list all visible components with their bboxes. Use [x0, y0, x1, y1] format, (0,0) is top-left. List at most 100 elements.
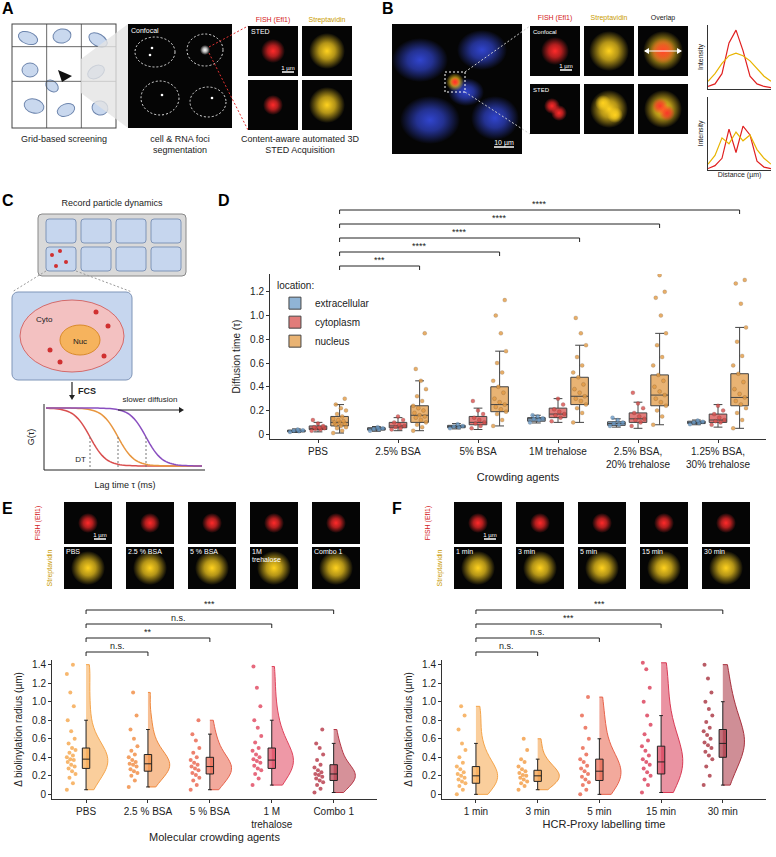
svg-text:n.s.: n.s. [499, 641, 514, 651]
svg-text:0.6: 0.6 [32, 733, 46, 744]
svg-text:1.4: 1.4 [422, 659, 436, 670]
svg-text:0.2: 0.2 [422, 770, 436, 781]
svg-text:n.s.: n.s. [110, 641, 125, 651]
svg-text:0: 0 [258, 429, 264, 440]
svg-text:**: ** [144, 627, 152, 637]
svg-text:STED: STED [533, 87, 550, 93]
svg-text:1.25% BSA,30% trehalose: 1.25% BSA,30% trehalose [686, 446, 750, 470]
svg-text:0: 0 [40, 789, 46, 800]
svg-text:n.s.: n.s. [530, 627, 545, 637]
svg-text:***: *** [204, 599, 215, 609]
svg-text:1 min: 1 min [464, 806, 488, 817]
svg-text:FISH (Efl1): FISH (Efl1) [256, 16, 291, 24]
svg-text:1.2: 1.2 [32, 678, 46, 689]
svg-text:E: E [2, 500, 13, 517]
svg-text:****: **** [452, 227, 467, 237]
svg-text:STED Acquisition: STED Acquisition [265, 145, 335, 155]
svg-text:Content-aware automated 3D: Content-aware automated 3D [241, 134, 360, 144]
svg-text:C: C [2, 192, 14, 209]
svg-text:Molecular crowding agents: Molecular crowding agents [149, 831, 280, 843]
svg-text:Distance (µm): Distance (µm) [718, 171, 762, 179]
svg-text:PBS: PBS [308, 446, 328, 457]
svg-text:1 µm: 1 µm [93, 532, 106, 538]
svg-text:FISH (Efl1): FISH (Efl1) [538, 14, 573, 22]
svg-text:trehalose: trehalose [252, 556, 281, 563]
svg-text:STED: STED [251, 28, 270, 35]
svg-text:PBS: PBS [66, 548, 80, 555]
svg-text:****: **** [532, 199, 547, 209]
svg-text:1M trehalose: 1M trehalose [529, 446, 587, 457]
svg-text:****: **** [412, 241, 427, 251]
svg-text:cell & RNA foci: cell & RNA foci [150, 134, 210, 144]
svg-text:FCS: FCS [78, 386, 96, 396]
svg-text:3 min: 3 min [518, 548, 535, 555]
svg-text:5 % BSA: 5 % BSA [190, 548, 218, 555]
svg-text:D: D [218, 192, 230, 209]
svg-text:1 µm: 1 µm [281, 65, 294, 71]
svg-text:0.8: 0.8 [422, 715, 436, 726]
svg-text:1.4: 1.4 [32, 659, 46, 670]
svg-text:A: A [2, 0, 14, 17]
svg-text:location:: location: [277, 280, 314, 291]
svg-text:0.6: 0.6 [250, 358, 264, 369]
svg-text:Confocal: Confocal [533, 29, 557, 35]
svg-text:1.0: 1.0 [32, 696, 46, 707]
svg-text:3 min: 3 min [525, 806, 549, 817]
svg-text:5 min: 5 min [580, 548, 597, 555]
svg-text:1 Mtrehalose: 1 Mtrehalose [251, 806, 293, 830]
svg-text:n.s.: n.s. [171, 613, 186, 623]
svg-text:G(τ): G(τ) [26, 429, 36, 446]
svg-text:1.2: 1.2 [250, 286, 264, 297]
svg-text:Δ biolinylation radius (µm): Δ biolinylation radius (µm) [13, 672, 24, 787]
svg-text:Intensity: Intensity [697, 43, 705, 70]
svg-text:0.2: 0.2 [250, 405, 264, 416]
svg-text:Intensity: Intensity [697, 120, 705, 147]
svg-text:1 min: 1 min [456, 548, 473, 555]
svg-text:HCR-Proxy labelling time: HCR-Proxy labelling time [543, 818, 666, 830]
svg-text:5 % BSA: 5 % BSA [190, 806, 230, 817]
svg-text:15 min: 15 min [646, 806, 676, 817]
svg-text:Confocal: Confocal [131, 27, 159, 34]
svg-text:slower diffusion: slower diffusion [123, 395, 178, 404]
svg-text:FISH (Efl1): FISH (Efl1) [424, 506, 432, 541]
svg-text:Streptavidin: Streptavidin [436, 549, 444, 586]
svg-text:1.2: 1.2 [422, 678, 436, 689]
svg-text:0.4: 0.4 [250, 381, 264, 392]
svg-text:Combo 1: Combo 1 [313, 806, 354, 817]
svg-text:Diffusion time (τ): Diffusion time (τ) [231, 320, 242, 394]
svg-text:***: *** [374, 255, 385, 265]
svg-text:B: B [382, 0, 394, 17]
svg-text:2.5 % BSA: 2.5 % BSA [128, 548, 162, 555]
svg-text:PBS: PBS [76, 806, 96, 817]
svg-text:cytoplasm: cytoplasm [315, 317, 360, 328]
svg-text:0.6: 0.6 [422, 733, 436, 744]
svg-text:2.5 % BSA: 2.5 % BSA [124, 806, 173, 817]
svg-text:10 µm: 10 µm [494, 139, 514, 147]
svg-text:2.5% BSA,20% trehalose: 2.5% BSA,20% trehalose [606, 446, 670, 470]
svg-text:Streptavidin: Streptavidin [309, 16, 346, 24]
svg-text:nucleus: nucleus [315, 336, 349, 347]
svg-text:Record particle dynamics: Record particle dynamics [61, 198, 163, 208]
svg-text:Nuc: Nuc [73, 337, 87, 346]
svg-text:30 min: 30 min [708, 806, 738, 817]
svg-text:***: *** [594, 599, 605, 609]
svg-text:Δ biolinylation radius (µm): Δ biolinylation radius (µm) [403, 672, 414, 787]
svg-text:5 min: 5 min [587, 806, 611, 817]
svg-text:segmentation: segmentation [153, 145, 207, 155]
svg-text:FISH (Efl1): FISH (Efl1) [34, 506, 42, 541]
svg-text:2.5% BSA: 2.5% BSA [375, 446, 421, 457]
svg-text:15 min: 15 min [642, 548, 663, 555]
svg-text:F: F [392, 500, 402, 517]
svg-text:Overlap: Overlap [651, 14, 676, 22]
svg-text:1 µm: 1 µm [559, 63, 572, 69]
svg-text:5% BSA: 5% BSA [459, 446, 497, 457]
svg-text:0.4: 0.4 [422, 752, 436, 763]
svg-text:0.8: 0.8 [250, 334, 264, 345]
svg-text:30 min: 30 min [704, 548, 725, 555]
svg-text:0.8: 0.8 [32, 715, 46, 726]
svg-text:Combo 1: Combo 1 [314, 548, 343, 555]
svg-text:1M: 1M [252, 548, 262, 555]
svg-text:Grid-based screening: Grid-based screening [21, 134, 107, 144]
svg-text:***: *** [563, 613, 574, 623]
svg-text:0.2: 0.2 [32, 770, 46, 781]
